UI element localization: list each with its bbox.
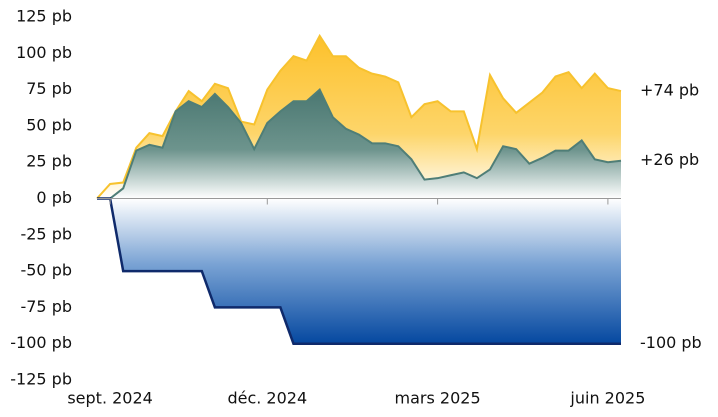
y-tick-label: -25 pb	[20, 224, 72, 243]
y-tick-label: -50 pb	[20, 261, 72, 280]
end-label: +26 pb	[640, 150, 699, 169]
y-tick-label: 25 pb	[26, 152, 72, 171]
area	[97, 89, 621, 199]
line	[97, 197, 621, 345]
y-tick-label: 75 pb	[26, 79, 72, 98]
line	[96, 33, 622, 200]
y-tick-label: -75 pb	[20, 297, 72, 316]
area	[97, 198, 621, 344]
line	[97, 87, 622, 200]
y-tick-label: 100 pb	[16, 43, 72, 62]
x-tick-label: sept. 2024	[67, 389, 153, 408]
y-tick-label: -125 pb	[10, 370, 72, 389]
y-tick-label: -100 pb	[10, 333, 72, 352]
y-tick-label: 50 pb	[26, 115, 72, 134]
y-tick-label: 125 pb	[16, 7, 72, 26]
end-label: -100 pb	[640, 333, 702, 352]
end-label: +74 pb	[640, 81, 699, 100]
x-tick-label: juin 2025	[569, 389, 645, 408]
y-tick-label: 0 pb	[36, 188, 72, 207]
x-tick-label: déc. 2024	[227, 389, 307, 408]
x-tick-label: mars 2025	[395, 389, 481, 408]
